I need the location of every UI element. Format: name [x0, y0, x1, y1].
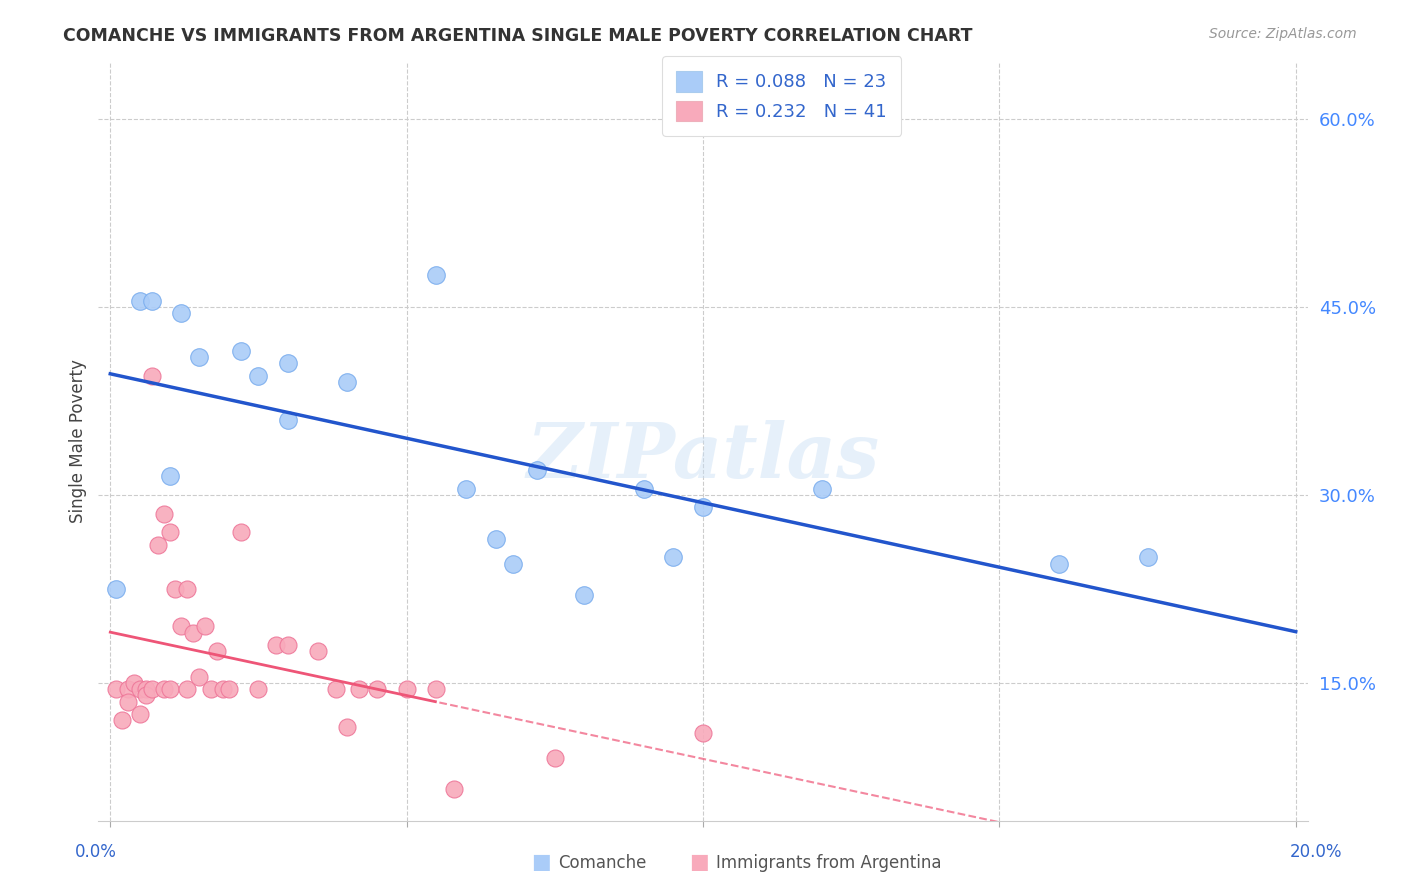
Point — [336, 720, 359, 734]
Point — [633, 482, 655, 496]
Text: ■: ■ — [689, 853, 709, 872]
Point — [105, 582, 128, 596]
Point — [692, 500, 714, 515]
Point — [247, 681, 270, 696]
Point — [152, 681, 174, 696]
Text: Source: ZipAtlas.com: Source: ZipAtlas.com — [1209, 27, 1357, 41]
Point — [205, 644, 228, 658]
Point — [484, 532, 506, 546]
Point — [176, 681, 198, 696]
Point — [129, 681, 152, 696]
Point — [129, 707, 152, 722]
Text: 20.0%: 20.0% — [1289, 843, 1343, 861]
Point — [111, 714, 134, 728]
Point — [176, 582, 198, 596]
Point — [395, 681, 418, 696]
Point — [188, 350, 211, 364]
Point — [152, 507, 174, 521]
Point — [544, 751, 567, 765]
Point — [170, 306, 193, 320]
Point — [1047, 557, 1070, 571]
Text: 0.0%: 0.0% — [75, 843, 117, 861]
Point — [105, 681, 128, 696]
Point — [443, 782, 465, 797]
Point — [229, 343, 252, 358]
Point — [247, 368, 270, 383]
Point — [229, 525, 252, 540]
Point — [425, 268, 447, 283]
Point — [218, 681, 240, 696]
Point — [194, 619, 217, 633]
Text: ■: ■ — [531, 853, 551, 872]
Point — [277, 356, 299, 370]
Point — [662, 550, 685, 565]
Text: Comanche: Comanche — [558, 855, 647, 872]
Point — [1136, 550, 1159, 565]
Point — [212, 681, 235, 696]
Point — [502, 557, 524, 571]
Point — [200, 681, 222, 696]
Point — [135, 681, 157, 696]
Point — [325, 681, 347, 696]
Point — [692, 726, 714, 740]
Y-axis label: Single Male Poverty: Single Male Poverty — [69, 359, 87, 524]
Point — [141, 368, 163, 383]
Text: COMANCHE VS IMMIGRANTS FROM ARGENTINA SINGLE MALE POVERTY CORRELATION CHART: COMANCHE VS IMMIGRANTS FROM ARGENTINA SI… — [63, 27, 973, 45]
Point — [425, 681, 447, 696]
Text: Immigrants from Argentina: Immigrants from Argentina — [716, 855, 941, 872]
Point — [141, 293, 163, 308]
Point — [141, 681, 163, 696]
Point — [170, 619, 193, 633]
Point — [159, 469, 181, 483]
Point — [347, 681, 370, 696]
Point — [454, 482, 477, 496]
Point — [117, 695, 139, 709]
Point — [122, 675, 145, 690]
Point — [277, 638, 299, 652]
Point — [336, 375, 359, 389]
Text: ZIPatlas: ZIPatlas — [526, 420, 880, 493]
Point — [264, 638, 287, 652]
Point — [159, 681, 181, 696]
Legend: R = 0.088   N = 23, R = 0.232   N = 41: R = 0.088 N = 23, R = 0.232 N = 41 — [662, 56, 901, 136]
Point — [188, 669, 211, 683]
Point — [117, 681, 139, 696]
Point — [307, 644, 329, 658]
Point — [574, 588, 596, 602]
Point — [165, 582, 187, 596]
Point — [526, 463, 548, 477]
Point — [366, 681, 388, 696]
Point — [135, 689, 157, 703]
Point — [129, 293, 152, 308]
Point — [159, 525, 181, 540]
Point — [181, 625, 204, 640]
Point — [810, 482, 832, 496]
Point — [277, 412, 299, 426]
Point — [146, 538, 169, 552]
